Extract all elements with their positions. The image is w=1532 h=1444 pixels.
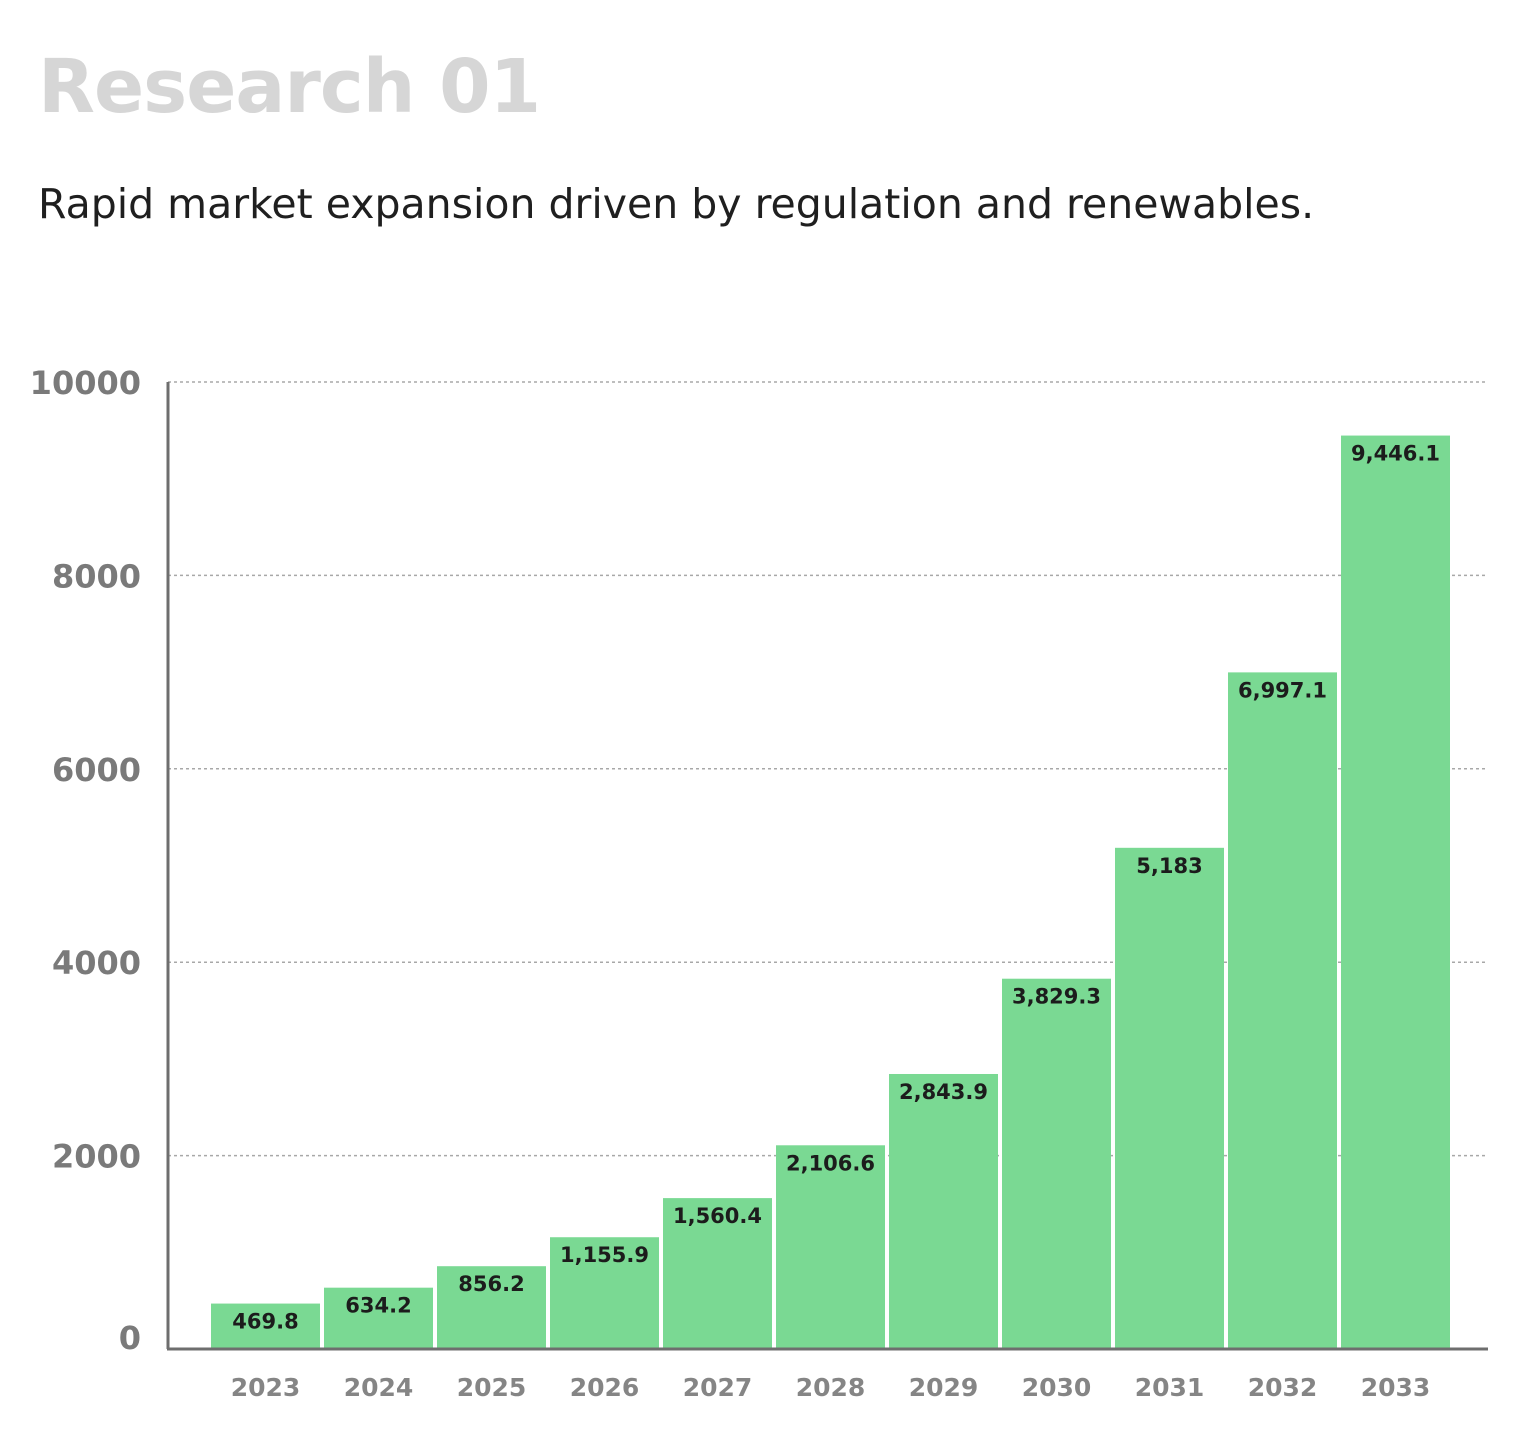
x-tick-label: 2027: [683, 1373, 753, 1402]
bar: [1115, 847, 1224, 1349]
x-tick-label: 2024: [344, 1373, 414, 1402]
x-tick-label: 2031: [1135, 1373, 1205, 1402]
x-tick-label: 2032: [1248, 1373, 1318, 1402]
bar: [437, 1266, 546, 1349]
y-tick-label: 2000: [52, 1138, 141, 1176]
y-tick-label: 8000: [52, 557, 141, 595]
y-tick-label: 10000: [30, 364, 141, 402]
bar-value-label: 1,155.9: [560, 1243, 649, 1267]
page-title: Research 01: [38, 44, 541, 130]
y-tick-label: 4000: [52, 944, 141, 982]
x-tick-label: 2030: [1022, 1373, 1092, 1402]
bar: [211, 1303, 320, 1349]
bar: [776, 1145, 885, 1349]
bar-value-label: 1,560.4: [673, 1204, 762, 1228]
bars: [211, 435, 1450, 1349]
bar-value-label: 2,106.6: [786, 1151, 875, 1175]
x-tick-label: 2033: [1361, 1373, 1431, 1402]
bar: [1002, 978, 1111, 1349]
bar-value-label: 2,843.9: [899, 1080, 988, 1104]
bar: [324, 1287, 433, 1349]
bar-value-label: 634.2: [345, 1294, 411, 1318]
x-tick-label: 2023: [231, 1373, 301, 1402]
y-tick-label: 6000: [52, 751, 141, 789]
bar-value-label: 9,446.1: [1351, 442, 1440, 466]
bar-value-label: 6,997.1: [1238, 678, 1327, 702]
page-subtitle: Rapid market expansion driven by regulat…: [38, 180, 1315, 228]
bar: [1228, 672, 1337, 1349]
y-tick-label: 0: [119, 1319, 141, 1357]
axes: [166, 382, 1488, 1351]
bar-value-label: 5,183: [1136, 854, 1202, 878]
bar: [889, 1073, 998, 1349]
bar-value-label: 3,829.3: [1012, 985, 1101, 1009]
x-tick-label: 2029: [909, 1373, 979, 1402]
x-tick-label: 2025: [457, 1373, 527, 1402]
x-tick-label: 2026: [570, 1373, 640, 1402]
bar: [550, 1237, 659, 1349]
bar-value-label: 469.8: [232, 1310, 298, 1334]
bar: [663, 1198, 772, 1349]
bar: [1341, 435, 1450, 1349]
x-tick-label: 2028: [796, 1373, 866, 1402]
bar-value-label: 856.2: [458, 1272, 524, 1296]
labels: 0 2000 4000 6000 8000 10000 469.8 2023 634.2 2024…: [30, 364, 1440, 1402]
